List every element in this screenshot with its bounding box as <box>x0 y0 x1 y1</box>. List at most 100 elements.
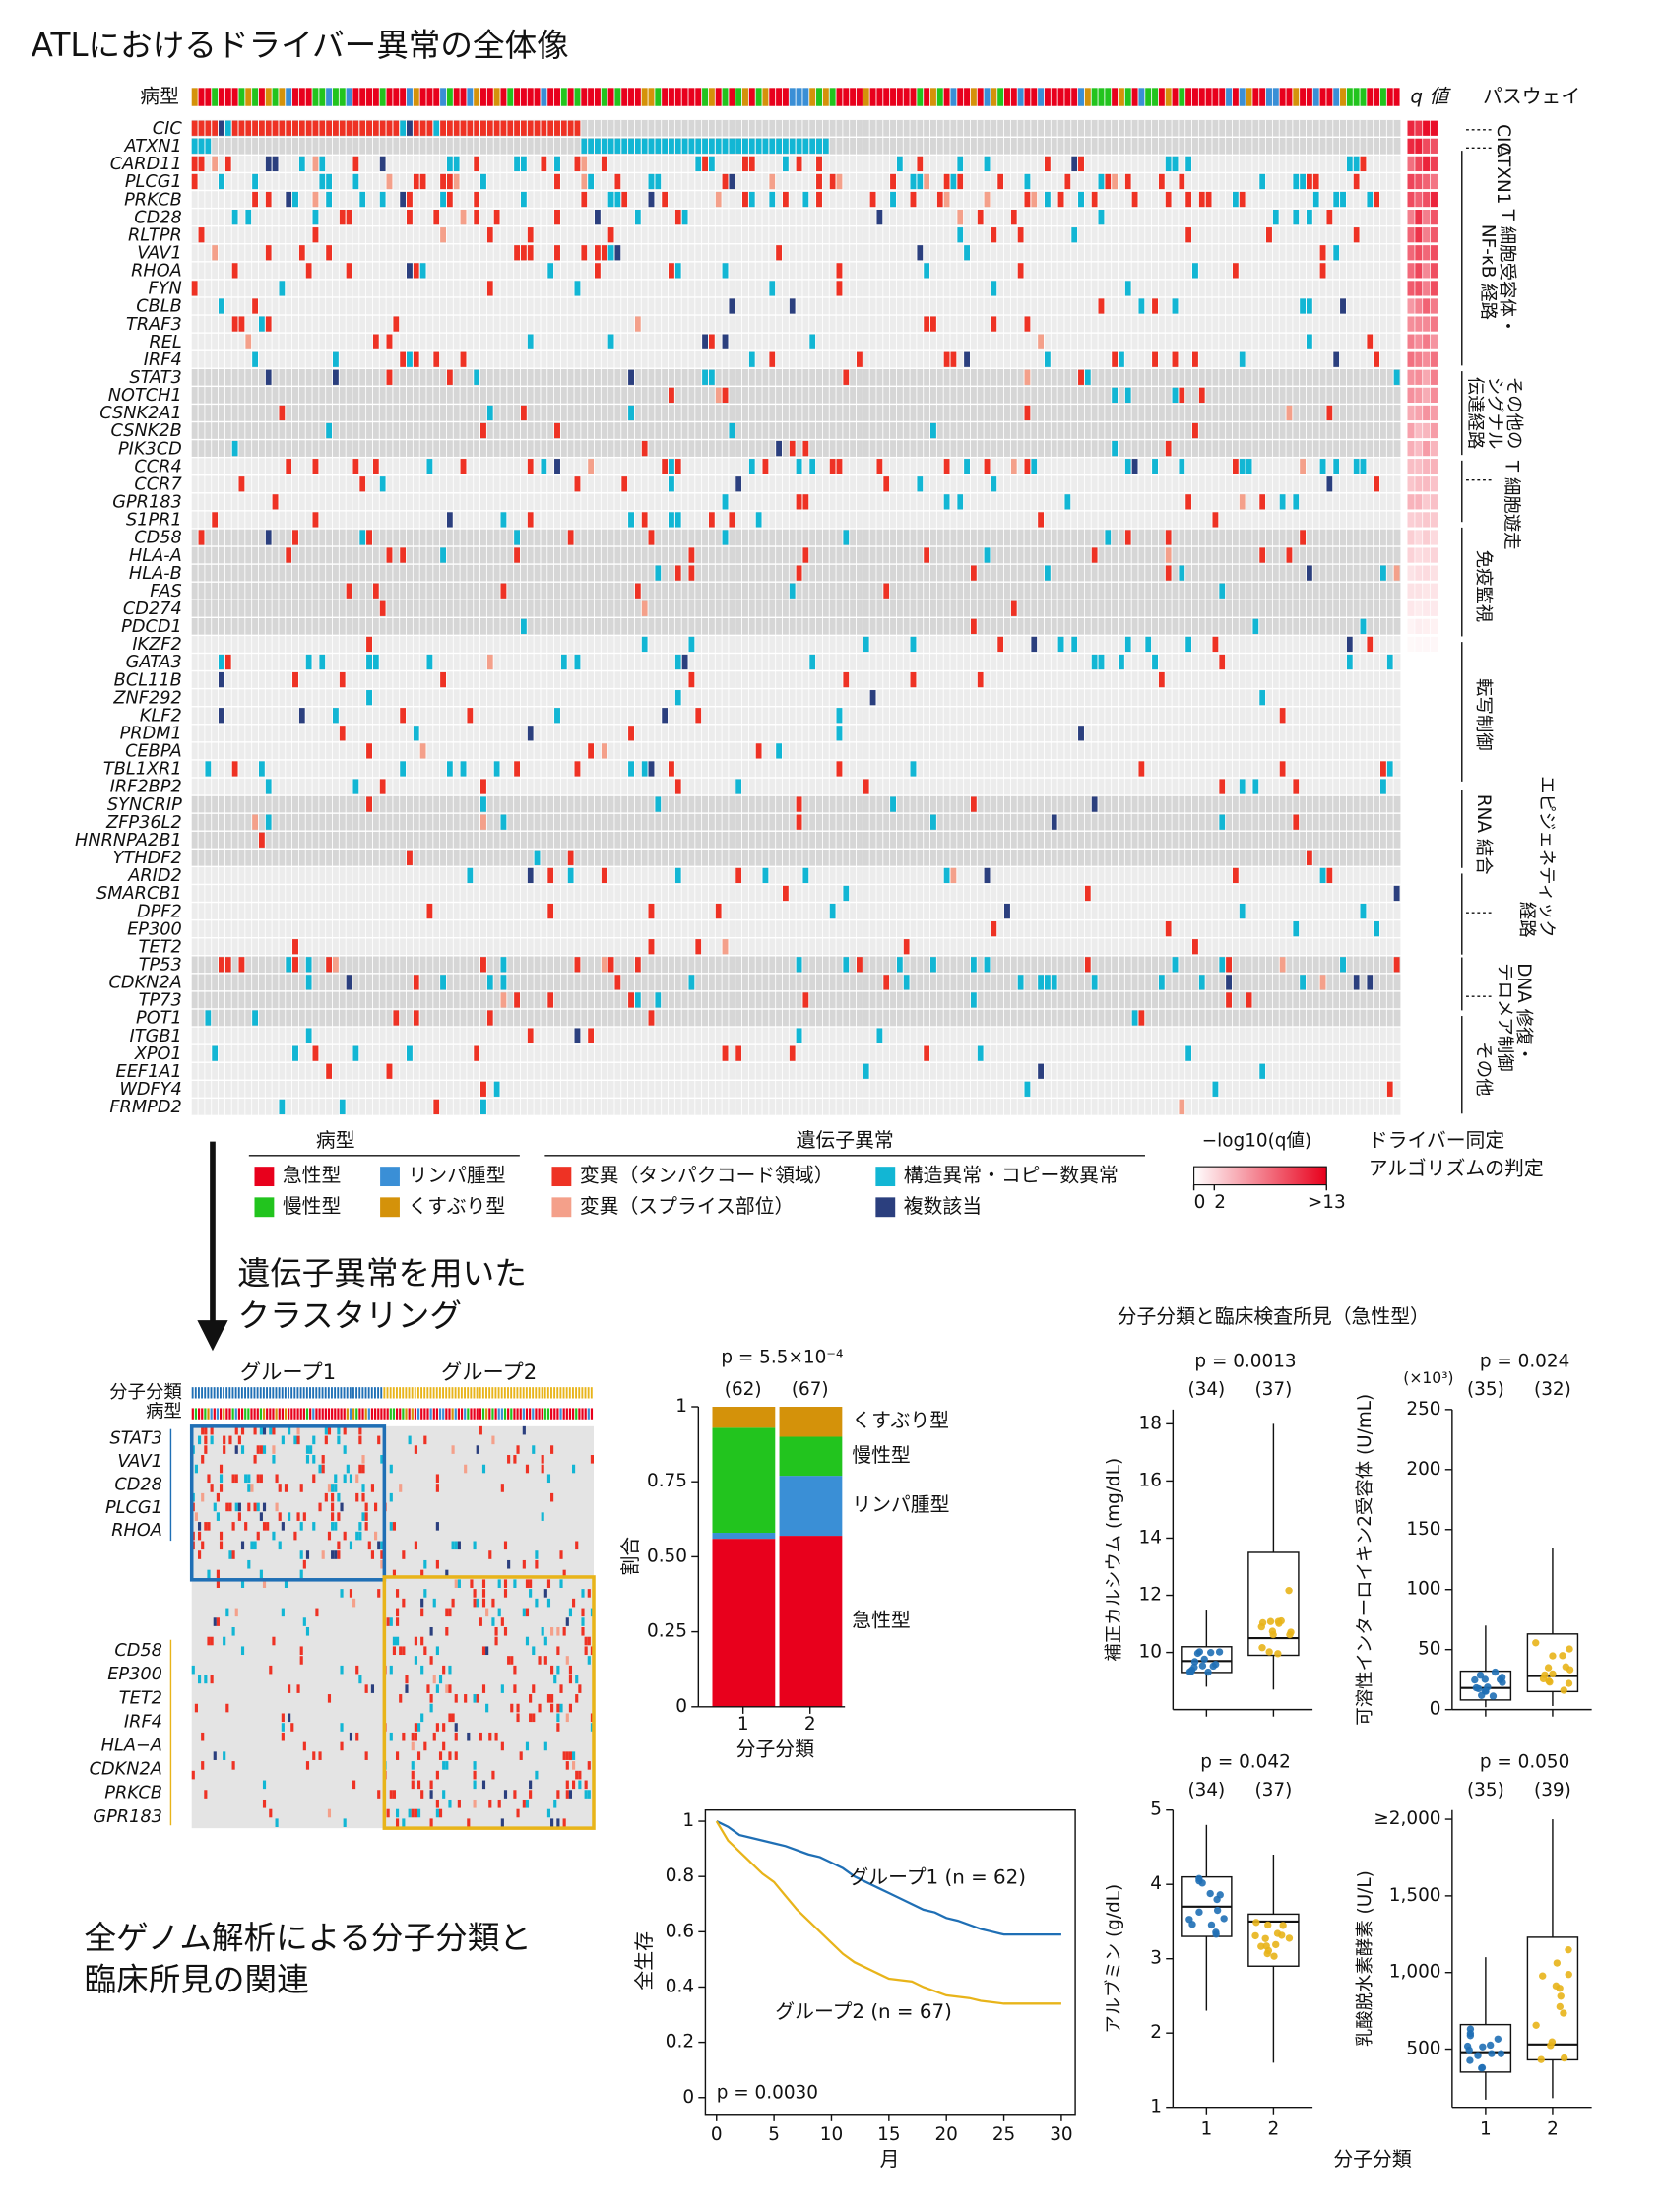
subtype-cell <box>559 1408 562 1420</box>
cluster-cell <box>568 1665 573 1675</box>
gene-label: HLA-B <box>129 564 182 584</box>
group-cell <box>377 1387 380 1399</box>
group-cell <box>568 1387 571 1399</box>
alteration-cell <box>1346 156 1353 172</box>
q-cell <box>1423 210 1431 225</box>
subtype-cell <box>346 1408 349 1420</box>
point-decoration <box>1220 1915 1228 1923</box>
q-cell <box>1407 975 1415 990</box>
subtype-cell <box>389 1408 392 1420</box>
cluster-cell <box>445 1608 449 1617</box>
alteration-cell <box>802 138 809 154</box>
subtype-cell <box>319 88 326 106</box>
alteration-cell <box>218 957 224 973</box>
point-decoration <box>1211 1660 1220 1669</box>
q-cell <box>1430 1010 1438 1026</box>
subtype-cell <box>741 88 748 106</box>
alteration-cell <box>527 120 534 136</box>
alteration-cell <box>1286 547 1293 563</box>
q-cell <box>1423 512 1431 528</box>
cluster-cell <box>565 1713 569 1723</box>
alteration-cell <box>486 281 493 296</box>
cluster-cell <box>485 1608 489 1617</box>
box <box>1247 1551 1300 1657</box>
cluster-cell <box>392 1790 396 1799</box>
alteration-cell <box>614 975 621 990</box>
cluster-cell <box>553 1799 557 1808</box>
cluster-cell <box>275 1502 279 1512</box>
cluster-cell <box>454 1541 458 1550</box>
alteration-cell <box>406 263 413 279</box>
subtype-cell <box>1367 88 1374 106</box>
cluster-cell <box>543 1741 547 1751</box>
alteration-cell <box>1185 191 1192 208</box>
alteration-cell <box>924 1045 930 1061</box>
alteration-cell <box>298 245 305 261</box>
cluster-cell <box>516 1713 520 1723</box>
cluster-cell <box>519 1751 523 1760</box>
legend-label: くすぶり型 <box>408 1195 505 1218</box>
cluster-cell <box>364 1684 368 1693</box>
alteration-cell <box>252 191 259 208</box>
cluster-cell <box>223 1636 226 1646</box>
alteration-cell <box>748 351 755 367</box>
alteration-cell <box>588 459 595 474</box>
group-cell <box>513 1387 516 1399</box>
cluster-cell <box>491 1770 495 1780</box>
subtype-cell <box>869 88 876 106</box>
alteration-cell <box>769 138 776 154</box>
cluster-cell <box>240 1445 245 1454</box>
cluster-cell <box>302 1512 306 1521</box>
point-decoration <box>1195 1648 1204 1656</box>
point-decoration <box>1544 1664 1553 1672</box>
q-column-label: q 値 <box>1410 86 1451 108</box>
subtype-cell <box>420 1408 423 1420</box>
alteration-cell <box>984 191 991 208</box>
alteration-cell <box>702 369 709 385</box>
alteration-cell <box>796 796 802 812</box>
gene-label: PDCD1 <box>121 617 182 637</box>
cluster-cell <box>538 1656 542 1665</box>
cluster-gene-label: CD58 <box>114 1641 162 1661</box>
alteration-cell <box>836 708 843 724</box>
cluster-cell <box>395 1751 400 1760</box>
alteration-cell <box>1145 636 1152 653</box>
cluster-cell <box>572 1598 576 1608</box>
cluster-cell <box>550 1626 554 1636</box>
cluster-heatmap <box>191 1387 594 1829</box>
point-decoration <box>1213 1906 1222 1915</box>
q-cell <box>1430 636 1438 653</box>
q-cell <box>1430 565 1438 581</box>
cluster-cell <box>584 1790 588 1799</box>
alteration-cell <box>863 779 869 794</box>
point-decoration <box>1251 1931 1259 1940</box>
q-cell <box>1423 1081 1431 1097</box>
q-cell <box>1415 387 1423 403</box>
alteration-cell <box>634 138 641 154</box>
group-cell <box>305 1387 308 1399</box>
alteration-cell <box>977 671 984 688</box>
bar-segment <box>712 1427 776 1534</box>
cluster-cell <box>532 1684 536 1693</box>
subtype-cell <box>568 1408 572 1420</box>
subtype-cell <box>1098 88 1105 106</box>
subtype-cell <box>309 1408 312 1420</box>
alteration-cell <box>1346 636 1353 653</box>
subtype-cell <box>929 88 936 106</box>
alteration-cell <box>272 120 279 136</box>
cluster-cell <box>411 1761 415 1770</box>
y-tick-label: 500 <box>1406 2039 1440 2059</box>
gene-label: PRKCB <box>124 190 182 210</box>
cluster-cell <box>399 1694 403 1703</box>
q-cell <box>1415 210 1423 225</box>
cluster-cell <box>386 1808 390 1818</box>
subtype-cell <box>1105 88 1112 106</box>
alteration-cell <box>265 779 272 794</box>
alteration-cell <box>366 690 373 706</box>
alteration-cell <box>883 583 890 599</box>
alteration-cell <box>964 245 971 261</box>
gene-label: POT1 <box>136 1009 182 1029</box>
group-cell <box>429 1387 432 1399</box>
q-cell <box>1423 1045 1431 1061</box>
alteration-cell <box>486 405 493 421</box>
